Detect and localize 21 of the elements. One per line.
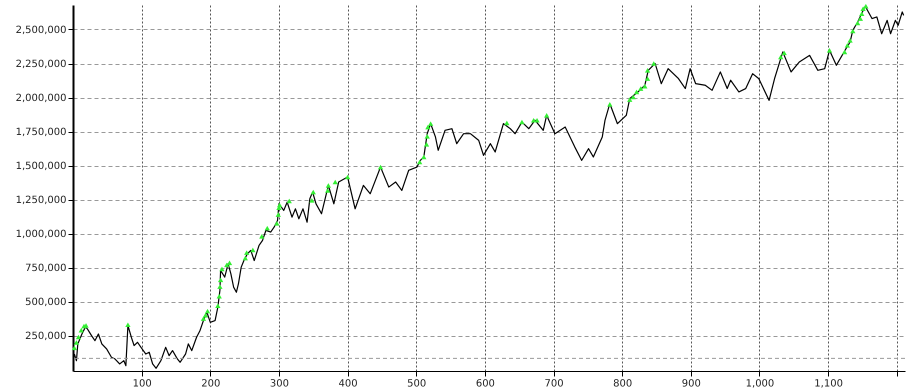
x-tick-label: 1,000 — [746, 378, 774, 389]
y-tick-label: 1,500,000 — [16, 161, 66, 172]
y-tick-label: 1,750,000 — [16, 127, 66, 138]
x-tick-label: 700 — [544, 378, 564, 389]
y-tick-label: 2,250,000 — [16, 59, 66, 70]
y-tick-label: 500,000 — [25, 297, 66, 308]
x-tick-label: 900 — [682, 378, 701, 389]
x-tick-label: 100 — [132, 378, 152, 389]
x-tick-label: 600 — [476, 378, 495, 389]
x-tick-label: 400 — [338, 378, 358, 389]
x-tick-label: 1,100 — [814, 378, 843, 389]
y-tick-label: 2,500,000 — [16, 24, 66, 36]
x-tick-label: 500 — [407, 378, 426, 389]
x-tick-label: 200 — [201, 378, 220, 389]
y-tick-label: 1,000,000 — [16, 229, 66, 240]
y-tick-label: 250,000 — [25, 331, 66, 342]
x-tick-label: 800 — [613, 378, 632, 389]
y-tick-label: 1,250,000 — [16, 195, 66, 206]
y-tick-label: 750,000 — [25, 263, 66, 274]
y-tick-label: 2,000,000 — [16, 93, 66, 104]
x-tick-label: 300 — [270, 378, 289, 389]
